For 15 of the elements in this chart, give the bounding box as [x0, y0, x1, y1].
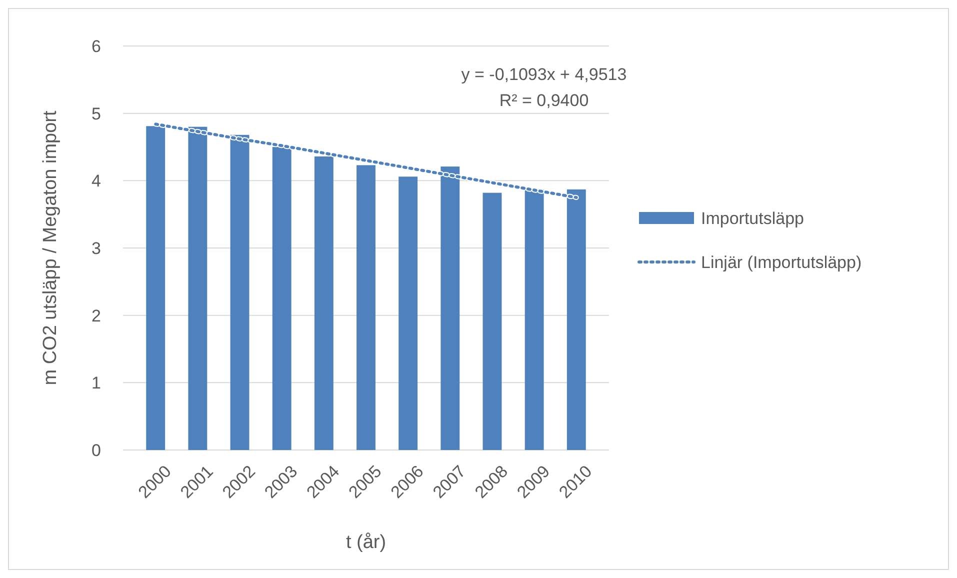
y-tick-label: 0: [92, 440, 101, 460]
annotation: y = -0,1093x + 4,9513: [461, 65, 627, 84]
legend-label: Importutsläpp: [701, 208, 804, 228]
y-tick-label: 5: [92, 104, 101, 124]
x-axis-title: t (år): [346, 532, 386, 553]
y-tick-label: 4: [92, 172, 101, 191]
y-tick-label: 2: [92, 306, 101, 326]
y-tick-label: 6: [92, 36, 101, 56]
y-tick-label: 1: [92, 374, 101, 393]
y-axis-title: m CO2 utsläpp / Megaton import: [40, 110, 61, 386]
legend-label: Linjär (Importutsläpp): [701, 252, 862, 272]
y-tick-label: 3: [92, 238, 101, 258]
bar: [482, 192, 502, 450]
bar: [398, 176, 418, 450]
annotation: R² = 0,9400: [499, 91, 589, 110]
